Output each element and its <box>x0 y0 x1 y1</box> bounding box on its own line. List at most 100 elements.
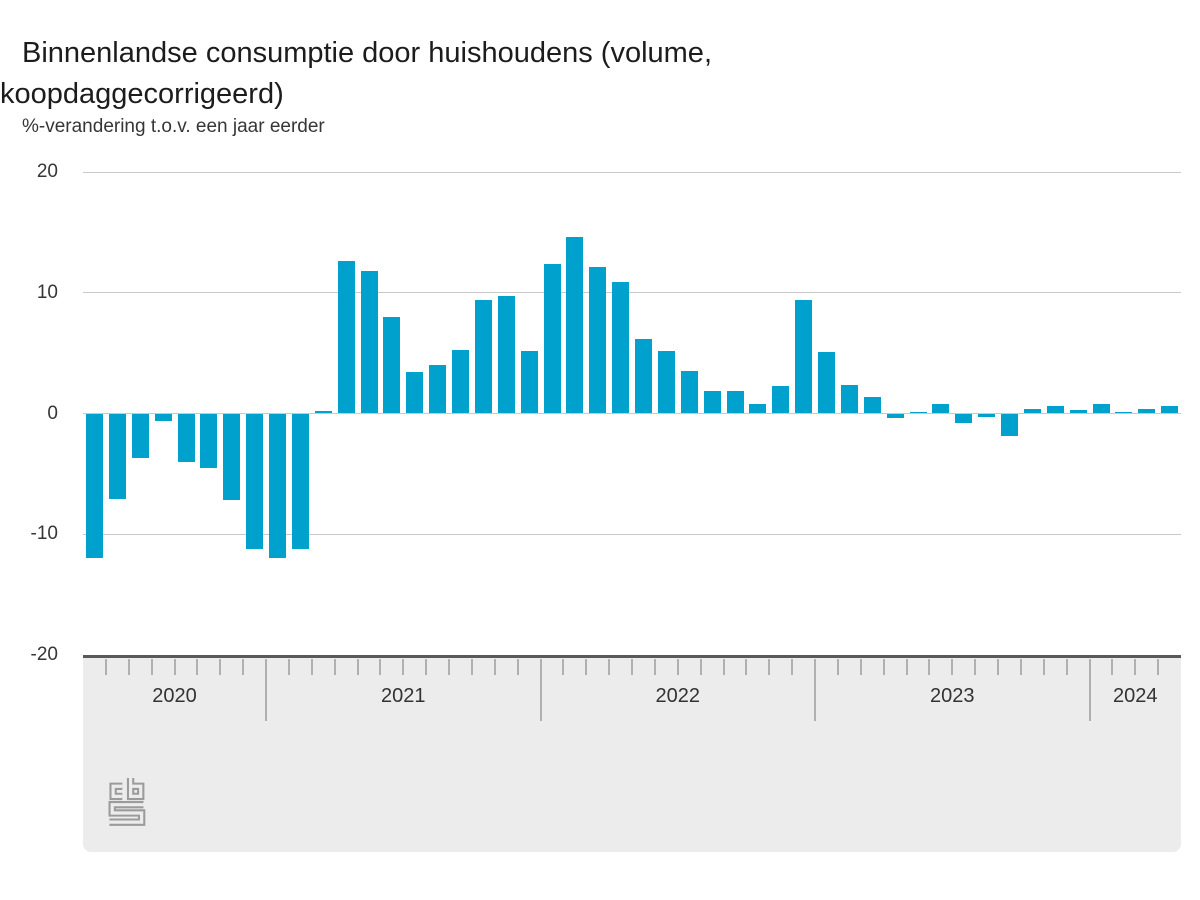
bar-2020-10 <box>200 413 218 468</box>
month-tick <box>127 659 130 675</box>
year-divider <box>814 659 816 721</box>
x-axis-year-label-2023: 2023 <box>930 685 975 707</box>
bar-2024-02 <box>1115 412 1133 414</box>
month-tick <box>425 659 428 675</box>
bar-2022-05 <box>635 338 652 414</box>
month-tick <box>402 659 405 675</box>
bar-2022-09 <box>726 390 744 414</box>
month-tick <box>287 659 290 675</box>
gridline-0 <box>83 413 1181 414</box>
bar-2022-06 <box>657 350 675 414</box>
bar-2022-01 <box>543 263 561 414</box>
bar-2022-02 <box>566 237 584 414</box>
bar-2021-07 <box>406 372 424 414</box>
bar-2020-12 <box>246 413 264 549</box>
bar-2021-02 <box>291 413 309 549</box>
month-tick <box>653 659 656 675</box>
bar-2022-03 <box>589 267 607 414</box>
chart-title-line1: Binnenlandse consumptie door huishoudens… <box>22 37 712 70</box>
bar-2024-04 <box>1161 406 1179 414</box>
month-tick <box>997 659 999 675</box>
bar-2020-08 <box>154 413 172 421</box>
month-tick <box>1111 659 1114 675</box>
bar-2023-01 <box>818 351 835 414</box>
month-tick <box>699 659 702 675</box>
bar-2023-08 <box>978 413 996 418</box>
bar-2023-04 <box>886 413 904 419</box>
bar-2023-12 <box>1069 409 1087 414</box>
bar-2020-06 <box>108 413 126 500</box>
bar-2020-11 <box>223 413 241 501</box>
month-tick <box>585 659 588 675</box>
bar-2023-11 <box>1046 406 1064 414</box>
month-tick <box>104 659 107 675</box>
month-tick <box>310 659 313 675</box>
bar-2024-03 <box>1138 408 1156 414</box>
bar-2020-09 <box>177 413 195 462</box>
y-axis-label--20: -20 <box>30 644 58 665</box>
month-tick <box>516 659 519 675</box>
month-tick <box>928 659 931 675</box>
month-tick <box>1134 659 1137 675</box>
cbs-logo <box>108 778 146 826</box>
plot-area <box>83 171 1181 658</box>
chart-subtitle: %-verandering t.o.v. een jaar eerder <box>22 116 325 137</box>
bar-2021-10 <box>474 299 492 414</box>
month-tick <box>1019 659 1022 675</box>
bar-2023-02 <box>840 384 858 414</box>
bar-2021-11 <box>497 296 515 414</box>
bar-2020-05 <box>86 413 103 559</box>
bar-2023-06 <box>932 403 950 414</box>
month-tick <box>242 659 245 675</box>
month-tick <box>1042 659 1045 675</box>
month-tick <box>1157 659 1160 675</box>
chart-title: Binnenlandse consumptie door huishoudens… <box>0 33 840 115</box>
bar-2021-05 <box>360 271 378 414</box>
bar-2021-08 <box>429 365 447 414</box>
bar-2021-06 <box>383 316 401 414</box>
month-tick <box>196 659 199 675</box>
bar-2021-09 <box>452 349 469 414</box>
year-divider <box>265 659 267 721</box>
month-tick <box>493 659 496 675</box>
month-tick <box>333 659 336 675</box>
month-tick <box>722 659 725 675</box>
bar-2022-11 <box>772 385 790 414</box>
month-tick <box>150 659 153 675</box>
y-axis-label-0: 0 <box>47 402 58 424</box>
bar-2024-01 <box>1092 403 1110 414</box>
month-tick <box>356 659 359 675</box>
year-divider <box>1088 659 1091 721</box>
bar-2022-10 <box>749 403 767 414</box>
month-tick <box>859 659 862 675</box>
month-tick <box>836 659 839 675</box>
y-axis-label--10: -10 <box>30 523 58 545</box>
month-tick <box>974 659 977 675</box>
bar-2023-05 <box>909 412 927 414</box>
x-axis-band: 2020 2021 2022 2023 2024 <box>83 658 1181 852</box>
month-tick <box>470 659 473 675</box>
x-axis-year-label-2024: 2024 <box>1113 685 1158 707</box>
x-axis-year-label-2020: 2020 <box>152 685 197 707</box>
gridline-20 <box>83 171 1181 173</box>
month-tick <box>951 659 954 675</box>
x-axis-line <box>83 655 1181 658</box>
bar-2023-09 <box>1001 413 1018 437</box>
chart-title-line2: koopdaggecorrigeerd) <box>0 78 284 111</box>
bar-2023-10 <box>1023 408 1041 414</box>
bar-2021-12 <box>520 350 538 414</box>
month-tick <box>448 659 450 675</box>
bar-2021-04 <box>337 261 355 414</box>
month-tick <box>173 659 176 675</box>
bar-2021-01 <box>269 413 286 559</box>
bar-2022-04 <box>612 281 630 414</box>
month-tick <box>882 659 885 675</box>
bar-2023-07 <box>955 413 973 424</box>
x-axis-year-label-2022: 2022 <box>655 685 701 707</box>
month-tick <box>631 659 633 675</box>
month-tick <box>608 659 611 675</box>
month-tick <box>219 659 222 675</box>
month-tick <box>379 659 382 675</box>
bar-2021-03 <box>314 411 332 414</box>
